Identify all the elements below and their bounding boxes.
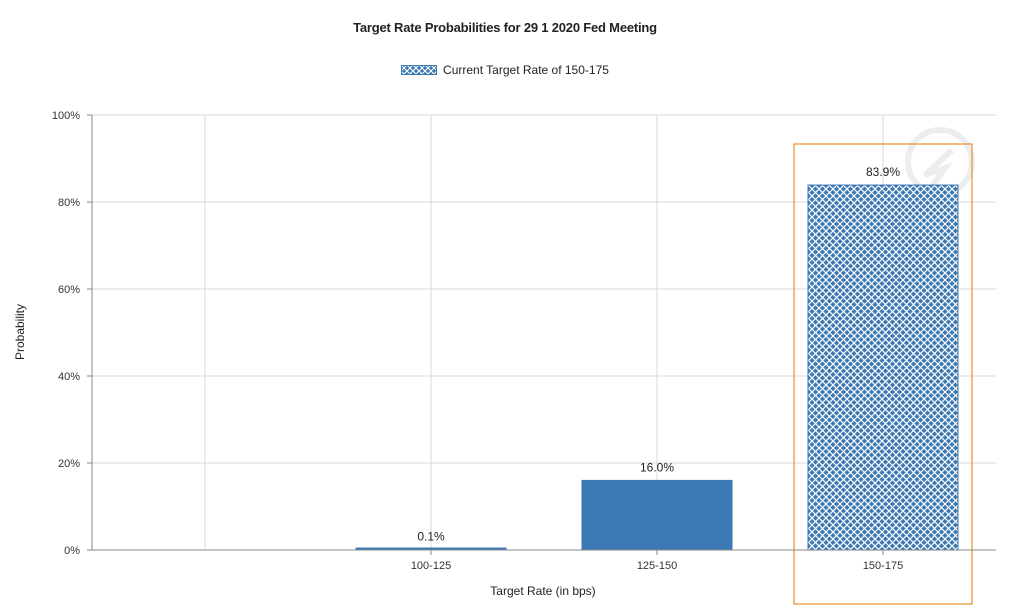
data-label-100-125: 0.1% <box>417 530 445 544</box>
chart-title: Target Rate Probabilities for 29 1 2020 … <box>353 20 657 35</box>
y-tick-label: 60% <box>58 284 80 296</box>
x-tick-label-100-125: 100-125 <box>411 560 451 572</box>
bar-125-150[interactable] <box>581 479 733 551</box>
chart-legend: Current Target Rate of 150-175 <box>0 63 1010 77</box>
y-tick-label: 100% <box>52 110 80 122</box>
y-axis-title: Probability <box>13 304 27 360</box>
y-tick-label: 20% <box>58 458 80 470</box>
axes: 0% 20% 40% 60% 80% 100% <box>52 110 996 557</box>
bar-150-175[interactable] <box>807 184 959 551</box>
legend-label: Current Target Rate of 150-175 <box>443 63 609 77</box>
current-target-highlight-box <box>793 143 973 605</box>
data-label-125-150: 16.0% <box>640 460 674 474</box>
y-tick-label: 0% <box>64 545 80 557</box>
x-tick-label-125-150: 125-150 <box>637 560 677 572</box>
watermark-logo-icon <box>905 127 975 197</box>
y-tick-label: 80% <box>58 197 80 209</box>
x-axis-title: Target Rate (in bps) <box>490 584 595 598</box>
legend-swatch-icon <box>401 65 438 75</box>
x-tick-label-150-175: 150-175 <box>863 560 903 572</box>
y-tick-label: 40% <box>58 371 80 383</box>
data-label-150-175: 83.9% <box>866 165 900 179</box>
